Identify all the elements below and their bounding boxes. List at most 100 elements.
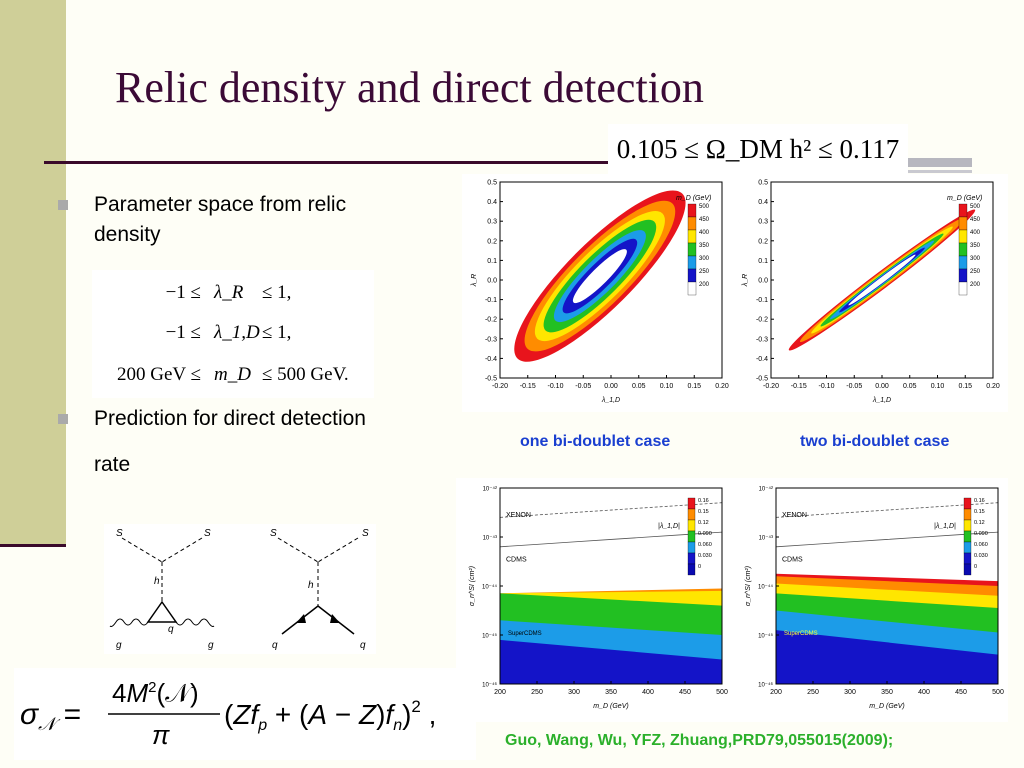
y-tick-label: 10⁻⁴³ xyxy=(483,535,497,542)
legend-label: 300 xyxy=(699,256,710,262)
label-s: S xyxy=(270,528,277,539)
limit-line-cdms xyxy=(776,531,998,548)
legend-title: m_D (GeV) xyxy=(676,195,711,202)
x-tick-label: 0.05 xyxy=(903,383,917,390)
legend-label: 0.12 xyxy=(974,520,985,526)
cross-section-formula: σ𝒩 = 4M2(𝒩) π (Zfp + (A − Z)fn)2 , xyxy=(14,668,476,760)
xenon-label: XENON xyxy=(506,512,531,519)
legend-swatch xyxy=(687,203,697,218)
contour-group xyxy=(514,190,686,362)
label-s: S xyxy=(204,528,211,539)
y-tick-label: -0.5 xyxy=(485,376,497,383)
x-tick-label: 450 xyxy=(679,689,691,696)
y-tick-label: 0.4 xyxy=(758,199,768,206)
legend-swatch xyxy=(963,552,972,565)
y-tick-label: 0.1 xyxy=(758,258,768,265)
bullet-1: Parameter space from relic density xyxy=(94,190,346,250)
left-decor-band xyxy=(0,0,66,544)
y-tick-label: -0.4 xyxy=(756,356,768,363)
legend-swatch xyxy=(687,242,697,257)
legend-swatch xyxy=(963,497,972,510)
left-decor-line xyxy=(0,544,66,547)
dd-plots-panel: XENON CDMS SuperCDMS 200 250 300 350 400 450 500 1… xyxy=(456,478,1008,722)
x-tick-label: 300 xyxy=(568,689,580,696)
quark-arrow xyxy=(330,614,340,623)
label-s: S xyxy=(362,528,369,539)
feynman-svg: S S h q g g S S h q q xyxy=(109,528,369,651)
caption-one-bidoublet: one bi-doublet case xyxy=(520,433,671,450)
label-h: h xyxy=(308,580,314,591)
legend-label: 0.090 xyxy=(974,531,988,537)
x-axis-label: λ_1,D xyxy=(872,397,891,404)
y-tick-label: 0.0 xyxy=(487,278,497,285)
x-tick-label: 0.20 xyxy=(986,383,1000,390)
x-tick-label: 400 xyxy=(918,689,930,696)
x-tick-label: 250 xyxy=(531,689,543,696)
legend-swatch xyxy=(958,229,968,244)
legend-swatch xyxy=(963,519,972,532)
scalar-line xyxy=(121,537,163,563)
param-row: 200 GeV ≤ m_D ≤ 500 GeV. xyxy=(92,364,374,394)
legend-label: 250 xyxy=(699,269,710,275)
legend-swatch xyxy=(958,203,968,218)
y-tick-label: 0.2 xyxy=(758,238,768,245)
legend-label: 0.030 xyxy=(698,553,712,559)
legend-label: 200 xyxy=(970,282,981,288)
x-tick-label: -0.15 xyxy=(791,383,807,390)
legend-label: 0.12 xyxy=(698,520,709,526)
legend-title: m_D (GeV) xyxy=(947,195,982,202)
legend-swatch xyxy=(963,530,972,543)
x-tick-label: 0.15 xyxy=(958,383,972,390)
slide-title: Relic density and direct detection xyxy=(115,63,704,112)
x-tick-label: 0.00 xyxy=(604,383,618,390)
formula-numerator: 4M2(𝒩) xyxy=(112,678,199,708)
legend-label: 250 xyxy=(970,269,981,275)
x-tick-label: -0.10 xyxy=(819,383,835,390)
bullet-marker xyxy=(58,200,68,210)
x-tick-label: -0.05 xyxy=(575,383,591,390)
label-g: g xyxy=(116,640,122,651)
x-axis-label: λ_1,D xyxy=(601,397,620,404)
y-axis-label: σ_n^SI (cm²) xyxy=(469,566,476,606)
bullet-marker xyxy=(58,414,68,424)
x-tick-label: -0.20 xyxy=(492,383,508,390)
y-tick-label: 0.5 xyxy=(758,180,768,187)
x-tick-label: 0.20 xyxy=(715,383,729,390)
x-tick-label: 350 xyxy=(605,689,617,696)
relic-constraint-equation: 0.105 ≤ Ω_DM h² ≤ 0.117 xyxy=(608,124,908,174)
y-tick-label: 0.1 xyxy=(487,258,497,265)
legend-title: |λ_1,D| xyxy=(658,523,680,530)
x-tick-label: 500 xyxy=(716,689,728,696)
sigma-band xyxy=(500,639,722,684)
legend-label: 450 xyxy=(699,217,710,223)
legend-swatch xyxy=(963,508,972,521)
citation: Guo, Wang, Wu, YFZ, Zhuang,PRD79,055015(… xyxy=(505,732,894,749)
dd-plots-svg: XENON CDMS SuperCDMS 200 250 300 350 400 450 500 1… xyxy=(469,486,1004,711)
param-var: λ_R xyxy=(214,282,244,303)
legend-label: 200 xyxy=(699,282,710,288)
x-tick-label: -0.05 xyxy=(846,383,862,390)
x-tick-label: 0.10 xyxy=(931,383,945,390)
legend-swatch xyxy=(958,255,968,270)
x-tick-label: 450 xyxy=(955,689,967,696)
sigma-band xyxy=(776,630,998,684)
y-tick-label: 0.3 xyxy=(487,219,497,226)
legend-swatch xyxy=(687,563,696,576)
legend-label: 500 xyxy=(699,204,710,210)
y-tick-label: 0.3 xyxy=(758,219,768,226)
relic-constraint-text: 0.105 ≤ Ω_DM h² ≤ 0.117 xyxy=(616,134,900,164)
legend-swatch xyxy=(687,541,696,554)
x-tick-label: 350 xyxy=(881,689,893,696)
bullet-2: Prediction for direct detection rate xyxy=(94,404,366,496)
x-tick-label: 0.05 xyxy=(632,383,646,390)
legend-swatch xyxy=(958,216,968,231)
y-tick-label: 10⁻⁴⁵ xyxy=(482,633,497,640)
legend-swatch xyxy=(687,216,697,231)
legend-swatch xyxy=(687,530,696,543)
gluon-line xyxy=(109,618,149,627)
legend-label: 0 xyxy=(974,564,977,570)
label-h: h xyxy=(154,576,160,587)
cdms-label: CDMS xyxy=(782,556,803,563)
y-tick-label: 10⁻⁴⁵ xyxy=(758,633,773,640)
legend-swatch xyxy=(958,242,968,257)
